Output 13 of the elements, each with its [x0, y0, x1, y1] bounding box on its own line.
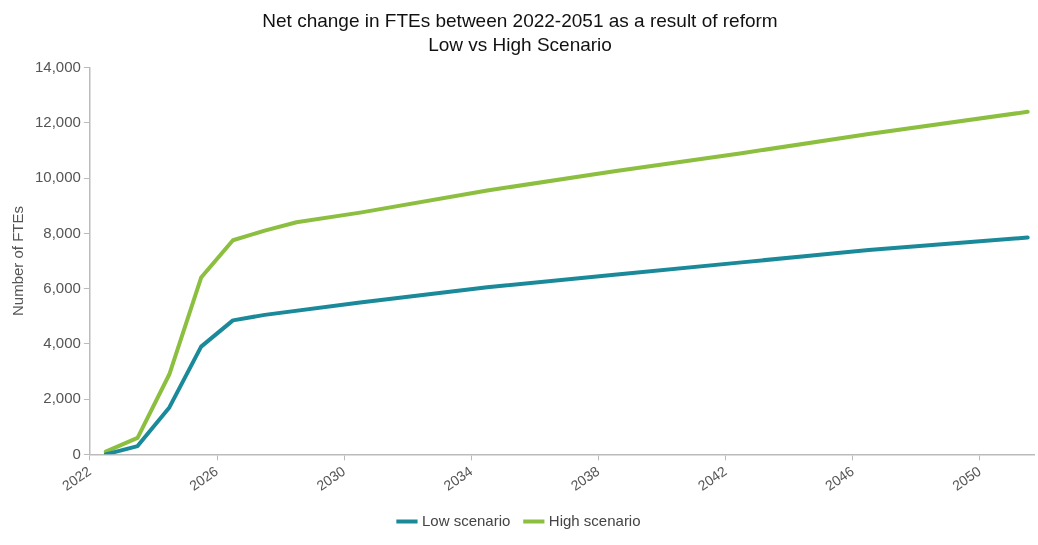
chart-title: Net change in FTEs between 2022-2051 as a result of reform	[262, 9, 778, 31]
y-tick-label: 8,000	[43, 223, 81, 241]
legend-label: High scenario	[548, 511, 641, 529]
y-tick-label: 4,000	[43, 334, 81, 352]
legend-label: Low scenario	[421, 511, 511, 529]
y-tick-label: 0	[72, 444, 81, 462]
chart-subtitle: Low vs High Scenario	[428, 34, 612, 56]
y-tick-label: 6,000	[43, 278, 81, 296]
y-tick-label: 10,000	[34, 168, 81, 186]
y-axis-title: Number of FTEs	[9, 205, 27, 316]
y-tick-label: 14,000	[34, 57, 81, 75]
y-tick-label: 2,000	[43, 389, 81, 407]
y-tick-label: 12,000	[34, 112, 81, 130]
